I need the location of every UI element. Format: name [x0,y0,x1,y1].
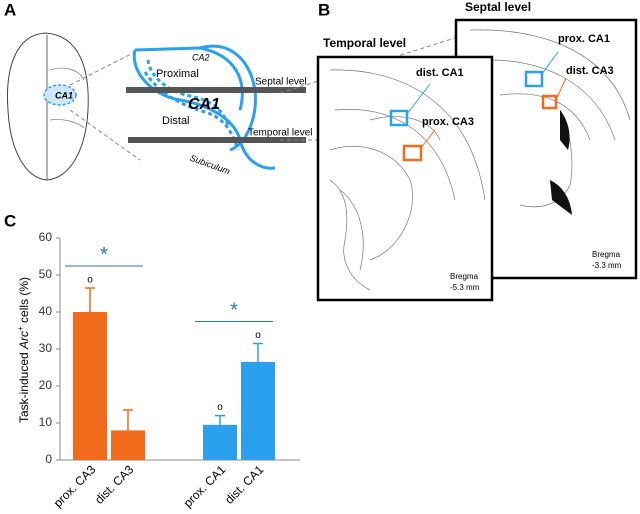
y-label-part: Task-induced [17,349,31,423]
septal-title: Septal level [465,0,531,14]
pointer [555,77,567,101]
proximal-label: Proximal [156,68,199,80]
bregma-label: Bregma [450,272,479,281]
x-tick-label: dist. CA3 [92,462,137,507]
x-tick-label: dist. CA1 [222,462,267,507]
pointer [420,129,436,149]
temporal-label: Temporal level [248,128,312,139]
panel-label: A [4,0,16,19]
y-label-part: Arc [17,331,31,350]
pointer [541,51,559,75]
y-tick-label: 20 [39,378,53,392]
ca2-label: CA2 [192,52,210,62]
bregma-mm: -3.3 mm [592,261,622,270]
y-tick-label: 50 [39,267,53,281]
x-tick-label: prox. CA1 [181,462,229,510]
bar [203,424,237,460]
distal-label: Distal [162,115,190,127]
temporal-atlas [329,69,486,291]
y-tick-label: 10 [39,415,53,429]
dist-ca3-label: dist. CA3 [566,65,614,77]
temporal-section [316,55,494,302]
bregma-label: Bregma [592,250,621,259]
brain-label: CA1 [55,90,73,100]
y-tick-label: 60 [39,230,53,244]
y-label-part: cells (%) [17,277,31,326]
panel-label: B [318,0,330,19]
y-tick-label: 40 [39,304,53,318]
dist-ca1-label: dist. CA1 [416,67,464,79]
y-label-part: + [16,326,25,331]
marker-label: o [217,402,223,413]
zoom-lines [69,51,141,161]
hippocampus-drawing [126,44,306,170]
error-bar [215,414,225,425]
ca1-label: CA1 [188,96,220,113]
prox-ca3-label: prox. CA3 [422,116,474,128]
septal-label: Septal level [255,77,307,88]
roi-dist-ca1 [389,109,409,127]
brain-drawing [7,32,89,181]
roi-dist-ca3 [541,94,558,110]
subiculum-label: Subiculum [189,153,232,177]
marker-label: o [87,275,93,286]
bar [111,430,145,460]
prox-ca1-label: prox. CA1 [558,33,610,45]
roi-prox-ca3 [402,144,423,162]
marker-label: o [255,330,261,341]
bar [73,312,107,460]
septal-atlas [469,29,631,215]
bar [241,361,275,460]
significance-label: * [100,244,108,266]
temporal-title: Temporal level [323,36,406,50]
significance-label: * [230,300,238,322]
x-tick-label: prox. CA3 [51,462,99,510]
y-axis-label: Task-induced Arc+ cells (%) [16,277,32,423]
error-bar [253,342,263,362]
bregma-mm: -5.3 mm [450,283,480,292]
error-bar [85,287,95,312]
roi-prox-ca1 [524,70,544,88]
pointer [406,83,431,115]
panel-label: C [4,211,16,230]
y-tick-label: 30 [39,341,53,355]
y-tick-label: 0 [45,452,52,466]
error-bar [123,409,133,431]
